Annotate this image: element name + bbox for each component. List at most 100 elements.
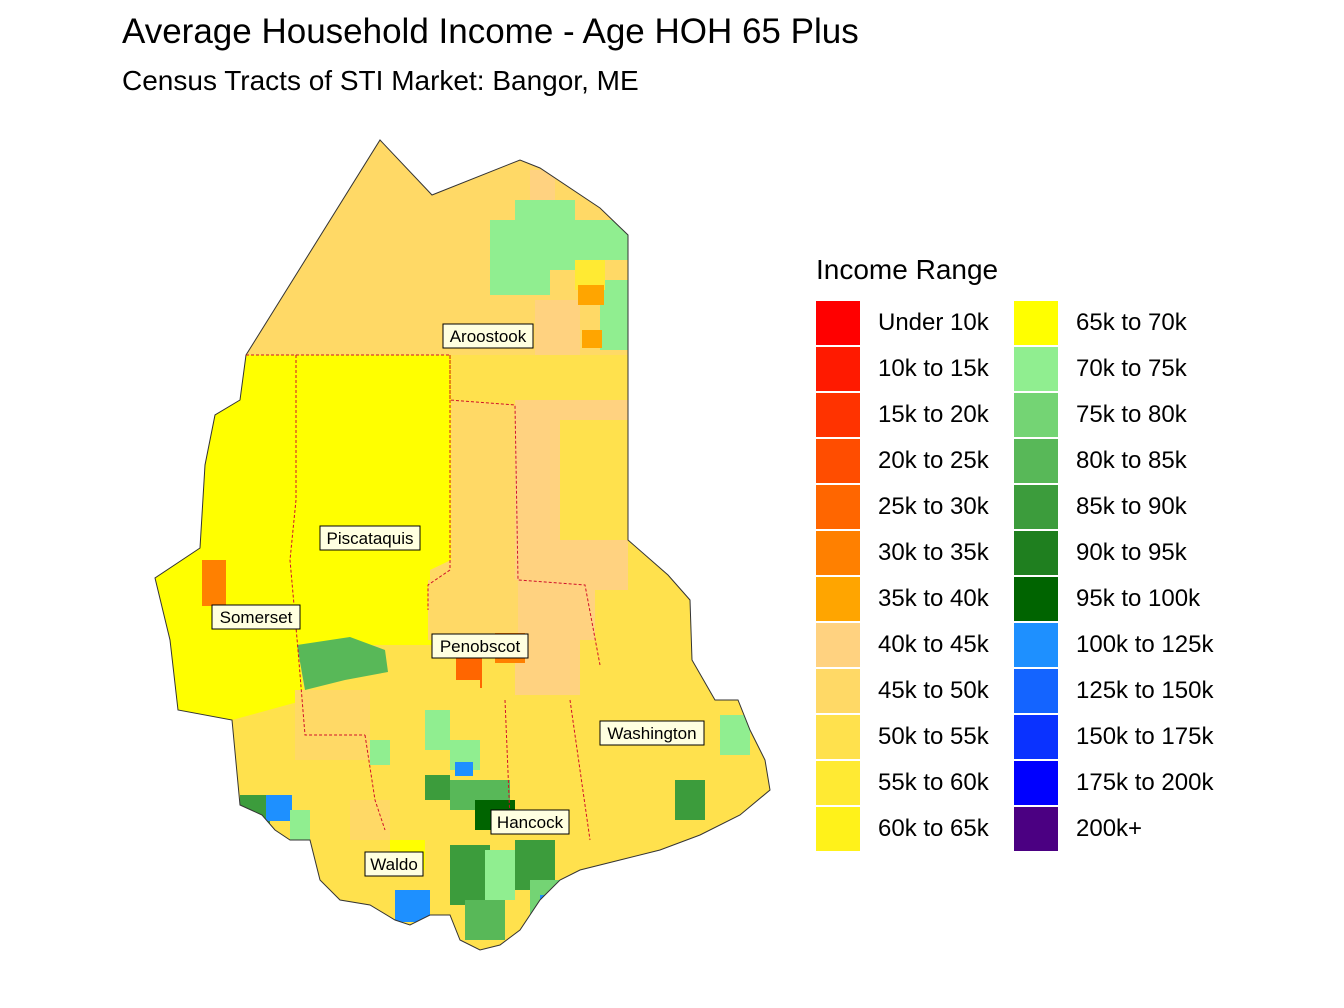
legend-item: 70k to 75k — [1014, 346, 1212, 392]
legend-item: 40k to 45k — [816, 622, 1014, 668]
legend-item: 25k to 30k — [816, 484, 1014, 530]
tract-south-c — [425, 710, 450, 750]
legend-swatch — [816, 577, 860, 621]
tract-aroostook-e3 — [560, 220, 630, 260]
legend-item: 60k to 65k — [816, 806, 1014, 852]
tract-hancock-2 — [485, 850, 515, 900]
legend-item: 45k to 50k — [816, 668, 1014, 714]
tract-waldo-blue — [395, 890, 430, 922]
tract-somerset-orange — [202, 560, 226, 606]
legend-item: 80k to 85k — [1014, 438, 1212, 484]
legend-label: 40k to 45k — [878, 631, 989, 658]
legend-column-1: Under 10k 10k to 15k 15k to 20k 20k to 25k 2… — [816, 300, 1014, 852]
legend-label: 35k to 40k — [878, 585, 989, 612]
legend-item: 50k to 55k — [816, 714, 1014, 760]
tract-washington-2 — [720, 715, 750, 755]
map-title: Average Household Income - Age HOH 65 Pl… — [122, 12, 859, 51]
legend-label: 15k to 20k — [878, 401, 989, 428]
legend-label: 20k to 25k — [878, 447, 989, 474]
legend-title: Income Range — [816, 254, 999, 285]
tract-aroostook-e5 — [535, 300, 580, 355]
choropleth-map: Aroostook Piscataquis Somerset Penobscot… — [154, 139, 771, 951]
legend-label: 65k to 70k — [1076, 309, 1187, 336]
legend-swatch — [816, 485, 860, 529]
legend-swatch — [816, 669, 860, 713]
legend-swatch — [816, 347, 860, 391]
legend-swatch — [1014, 761, 1058, 805]
legend-label: Under 10k — [878, 309, 989, 336]
tract-south-m — [350, 800, 390, 840]
legend-item: 100k to 125k — [1014, 622, 1214, 668]
legend-swatch — [1014, 807, 1058, 851]
legend-swatch — [816, 623, 860, 667]
svg-text:Washington: Washington — [607, 724, 696, 743]
legend-label: 90k to 95k — [1076, 539, 1187, 566]
county-label-piscataquis: Piscataquis — [319, 525, 421, 551]
tract-south-l — [290, 810, 310, 840]
legend-item: Under 10k — [816, 300, 1014, 346]
county-label-aroostook: Aroostook — [442, 323, 534, 349]
svg-text:Penobscot: Penobscot — [440, 637, 521, 656]
tract-south-f — [425, 775, 450, 800]
legend-label: 85k to 90k — [1076, 493, 1187, 520]
legend-item: 90k to 95k — [1014, 530, 1212, 576]
tract-penobscot-w — [428, 580, 518, 640]
legend-item: 85k to 90k — [1014, 484, 1212, 530]
tract-aroostook-e7 — [578, 285, 604, 305]
map-subtitle: Census Tracts of STI Market: Bangor, ME — [122, 65, 639, 96]
tract-hancock-1 — [450, 845, 490, 905]
tract-hancock-4 — [530, 880, 560, 920]
tract-piscataquis-e — [430, 400, 518, 585]
legend-swatch — [1014, 439, 1058, 483]
legend-label: 60k to 65k — [878, 815, 989, 842]
legend-item: 15k to 20k — [816, 392, 1014, 438]
svg-text:Aroostook: Aroostook — [450, 327, 527, 346]
legend-label: 75k to 80k — [1076, 401, 1187, 428]
tract-aroostook-e4 — [600, 280, 630, 350]
legend-swatch — [1014, 577, 1058, 621]
tract-aroostook-e8 — [582, 330, 602, 348]
county-label-somerset: Somerset — [211, 604, 301, 630]
legend-item: 35k to 40k — [816, 576, 1014, 622]
legend-swatch — [816, 761, 860, 805]
legend-item: 65k to 70k — [1014, 300, 1212, 346]
legend-item: 75k to 80k — [1014, 392, 1212, 438]
tract-penobscot-green — [297, 637, 388, 690]
legend-swatch — [816, 807, 860, 851]
legend-item: 20k to 25k — [816, 438, 1014, 484]
county-label-waldo: Waldo — [364, 851, 424, 877]
tract-penobscot-n2 — [560, 420, 630, 540]
tract-piscataquis — [296, 355, 451, 645]
county-label-washington: Washington — [599, 720, 705, 746]
legend-swatch — [1014, 485, 1058, 529]
legend-item: 30k to 35k — [816, 530, 1014, 576]
svg-text:Somerset: Somerset — [220, 608, 293, 627]
legend-label: 150k to 175k — [1076, 723, 1214, 750]
legend-label: 125k to 150k — [1076, 677, 1214, 704]
legend-label: 45k to 50k — [878, 677, 989, 704]
legend-label: 30k to 35k — [878, 539, 989, 566]
legend-swatch — [816, 715, 860, 759]
legend-label: 100k to 125k — [1076, 631, 1214, 658]
legend-item: 55k to 60k — [816, 760, 1014, 806]
state-outline — [154, 139, 771, 951]
tract-aroostook-e9 — [530, 170, 555, 200]
tract-south-e — [455, 762, 473, 776]
legend-label: 10k to 15k — [878, 355, 989, 382]
legend-label: 95k to 100k — [1076, 585, 1201, 612]
svg-text:Hancock: Hancock — [497, 813, 564, 832]
legend-swatch — [816, 531, 860, 575]
legend-item: 95k to 100k — [1014, 576, 1212, 622]
legend-swatch — [816, 439, 860, 483]
county-label-hancock: Hancock — [490, 809, 570, 835]
legend-label: 55k to 60k — [878, 769, 989, 796]
tract-washington-3 — [675, 780, 705, 820]
legend-label: 80k to 85k — [1076, 447, 1187, 474]
legend: Income Range Under 10k 10k to 15k 15k to 2… — [816, 252, 1214, 852]
svg-text:Waldo: Waldo — [370, 855, 418, 874]
legend-swatch — [1014, 715, 1058, 759]
legend-item: 125k to 150k — [1014, 668, 1214, 714]
legend-label: 200k+ — [1076, 815, 1143, 842]
legend-swatch — [1014, 623, 1058, 667]
legend-swatch — [816, 393, 860, 437]
